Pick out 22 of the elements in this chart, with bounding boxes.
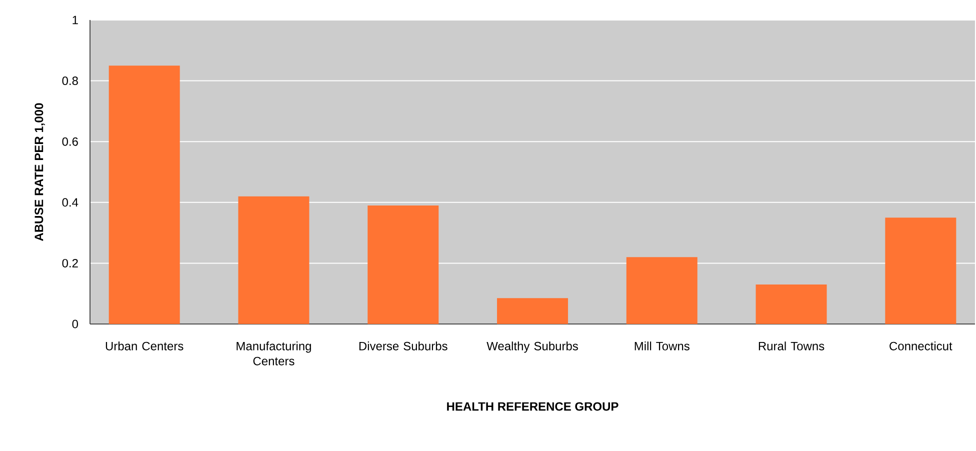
x-tick-label: Connecticut (890, 342, 952, 350)
bar (626, 257, 698, 324)
x-tick-label: Manufacturing Centers (236, 342, 311, 366)
x-tick-label: Rural Towns (758, 342, 824, 350)
bar (497, 298, 568, 324)
y-tick-label: 0.2 (62, 258, 78, 268)
bar (368, 205, 439, 324)
bar (885, 218, 956, 324)
y-tick-label: 0.8 (62, 76, 78, 86)
x-tick-label: Mill Towns (634, 342, 690, 350)
x-tick-label: Urban Centers (106, 342, 184, 350)
y-tick-label: 0.4 (62, 198, 78, 207)
y-tick-label: 0.6 (62, 137, 78, 146)
x-tick-label: Diverse Suburbs (359, 342, 448, 350)
bar (108, 66, 180, 324)
y-tick-label: 0 (72, 320, 78, 328)
y-axis-title: ABUSE RATE PER 1,000 (34, 103, 45, 241)
y-tick-label: 1 (72, 16, 78, 24)
x-axis-title: HEALTH REFERENCE GROUP (447, 402, 618, 411)
x-tick-label: Wealthy Suburbs (486, 342, 578, 353)
bar (756, 284, 827, 324)
bar (238, 196, 310, 324)
